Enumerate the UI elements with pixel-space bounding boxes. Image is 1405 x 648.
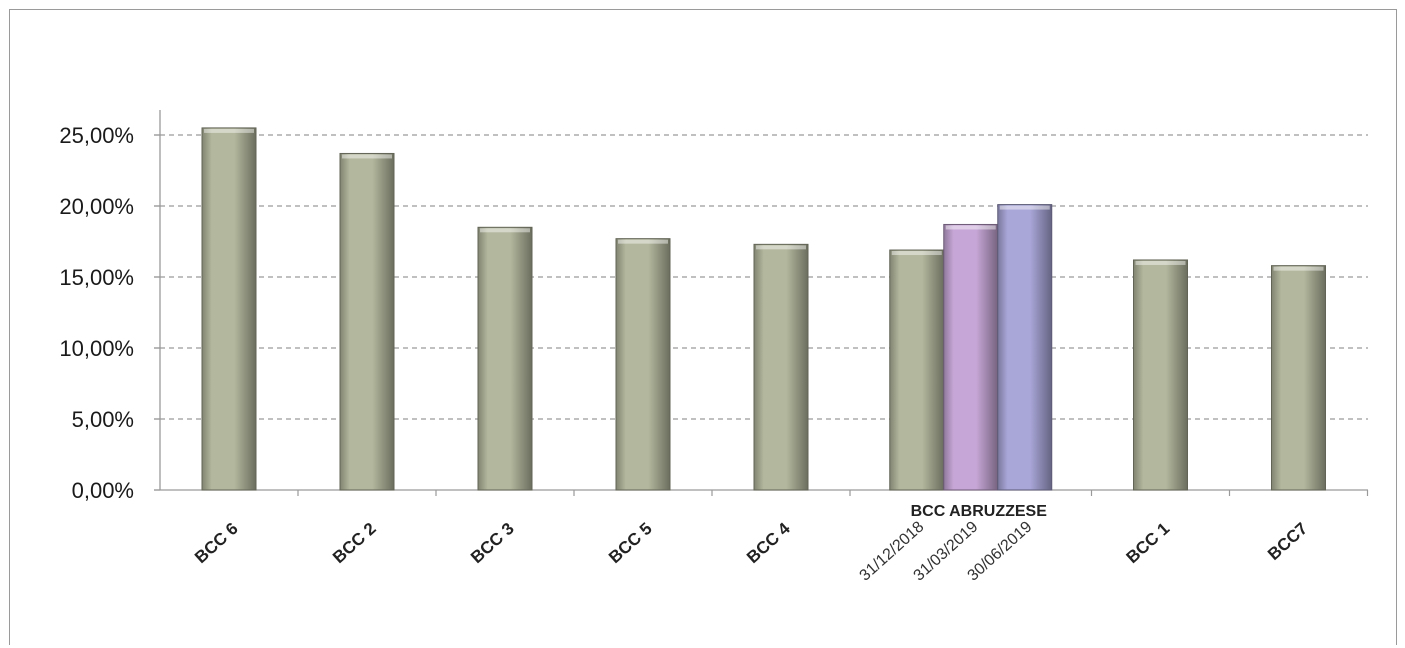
bar [201, 127, 257, 491]
x-category-label: BCC7 [1264, 519, 1311, 564]
y-tick-label: 20,00% [59, 194, 134, 219]
bar [889, 249, 945, 491]
x-category-label: BCC 6 [191, 519, 242, 567]
bar [753, 243, 809, 491]
bar [615, 238, 671, 491]
bar-highlight [1273, 266, 1324, 271]
bar [1133, 259, 1188, 491]
bar [477, 226, 533, 491]
bar-highlight [891, 251, 942, 256]
x-category-label: BCC 1 [1123, 519, 1174, 567]
bar [997, 204, 1053, 491]
bar-highlight [1135, 260, 1186, 265]
bar [339, 152, 395, 491]
bar-highlight [480, 228, 530, 233]
y-tick-label: 10,00% [59, 336, 134, 361]
y-tick-label: 15,00% [59, 265, 134, 290]
bar-highlight [999, 205, 1050, 210]
bar [1271, 265, 1326, 491]
bar-highlight [204, 128, 254, 133]
bar-highlight [342, 154, 392, 159]
bar-highlight [618, 239, 668, 244]
y-tick-label: 0,00% [72, 478, 134, 503]
bar-highlight [945, 225, 996, 230]
x-category-label: BCC 2 [329, 519, 380, 567]
x-category-label: BCC 5 [605, 519, 656, 567]
y-tick-label: 5,00% [72, 407, 134, 432]
bar [943, 223, 999, 491]
x-category-label: BCC 4 [743, 518, 794, 567]
bar-highlight [756, 245, 806, 250]
x-category-label: BCC 3 [467, 519, 518, 567]
x-group-label: BCC ABRUZZESE [911, 503, 1048, 520]
y-tick-label: 25,00% [59, 123, 134, 148]
